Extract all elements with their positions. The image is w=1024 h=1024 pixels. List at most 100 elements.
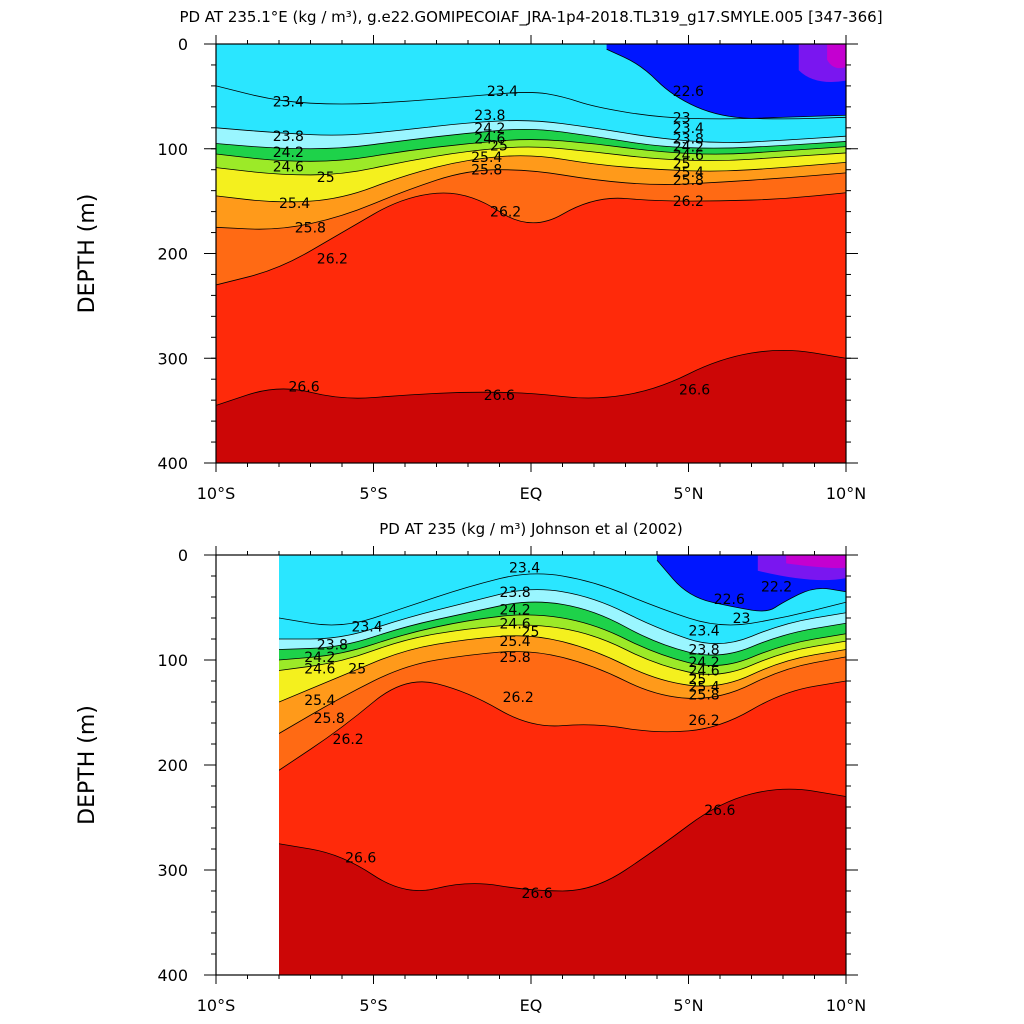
contour-label: 23.8 — [500, 585, 531, 601]
y-tick-label: 200 — [157, 245, 188, 264]
y-tick-label: 100 — [157, 651, 188, 670]
isopycnal-line-22.6 — [606, 48, 846, 120]
y-tick-label: 400 — [157, 454, 188, 473]
isopycnal-line-22.6 — [656, 559, 846, 612]
lightest-water-core — [786, 555, 846, 569]
contour-label: 24.2 — [304, 650, 335, 666]
isopycnal-fill-26.6 — [279, 789, 846, 975]
contour-label: 23.8 — [474, 108, 505, 124]
contour-label: 24.6 — [673, 148, 704, 164]
contour-label: 25.4 — [500, 634, 531, 650]
contour-label: 26.6 — [288, 380, 319, 396]
contour-label: 22.6 — [714, 592, 745, 608]
contour-label: 25.8 — [314, 711, 345, 727]
isopycnal-line-23.4 — [279, 573, 846, 626]
x-tick-label: EQ — [520, 996, 543, 1015]
contour-label: 26.6 — [704, 803, 735, 819]
isopycnal-line-23.8 — [279, 589, 846, 645]
isopycnal-line-24.2 — [279, 601, 846, 656]
contour-label: 26.6 — [345, 850, 376, 866]
isopycnal-line-25 — [216, 146, 846, 176]
isopycnal-line-23.4 — [216, 85, 846, 120]
contour-label: 24.6 — [304, 661, 335, 677]
contour-label: 22.2 — [761, 580, 792, 596]
contour-label: 23.8 — [317, 637, 348, 653]
contour-label: 24.2 — [273, 145, 304, 161]
x-tick-label: 10°N — [826, 484, 866, 503]
contour-label: 23.4 — [351, 619, 382, 635]
x-tick-label: 10°N — [826, 996, 866, 1015]
isopycnal-fill-22.6 — [606, 44, 846, 119]
contour-label: 25 — [317, 170, 335, 186]
contour-label: 25.4 — [279, 196, 310, 212]
contour-label: 26.2 — [689, 713, 720, 729]
contour-label: 24.6 — [500, 616, 531, 632]
y-axis-label: DEPTH (m) — [75, 194, 100, 314]
contour-label: 24.2 — [474, 121, 505, 137]
contour-label: 23.4 — [273, 95, 304, 111]
contour-label: 26.2 — [503, 690, 534, 706]
contour-label: 25.8 — [689, 688, 720, 704]
x-tick-label: 5°N — [673, 996, 703, 1015]
isopycnal-line-25.8 — [279, 651, 846, 734]
x-tick-label: 10°S — [197, 996, 236, 1015]
y-tick-label: 300 — [157, 861, 188, 880]
isopycnal-line-26.6 — [216, 349, 846, 406]
contour-label: 25 — [673, 156, 691, 172]
contour-label: 26.6 — [679, 383, 710, 399]
contour-label: 24.6 — [273, 160, 304, 176]
contour-label: 23.8 — [673, 131, 704, 147]
contour-label: 25.4 — [689, 679, 720, 695]
chart-panel-2: 23.423.824.224.6 2525.425.826.226.623.423… — [75, 520, 866, 1015]
contour-label: 23.4 — [487, 84, 518, 100]
x-tick-label: 5°S — [359, 484, 387, 503]
contour-label: 24.2 — [689, 655, 720, 671]
contour-label: 23 — [733, 611, 751, 627]
contour-label: 26.6 — [484, 388, 515, 404]
x-tick-label: 5°N — [673, 484, 703, 503]
contour-label: 23 — [673, 110, 691, 126]
contour-label: 22.6 — [673, 84, 704, 100]
isopycnal-line-26.2 — [279, 680, 846, 771]
isopycnal-line-23.8 — [216, 120, 846, 143]
contour-fill-area: 23.423.824.224.62525.425.826.226.623.423… — [216, 44, 846, 463]
y-tick-label: 200 — [157, 756, 188, 775]
contour-label: 24.2 — [673, 140, 704, 156]
x-tick-label: EQ — [520, 484, 543, 503]
y-axis-label: DEPTH (m) — [75, 705, 100, 825]
contour-label: 25.8 — [673, 173, 704, 189]
x-tick-label: 5°S — [359, 996, 387, 1015]
chart-title: PD AT 235.1°E (kg / m³), g.e22.GOMIPECOI… — [179, 8, 882, 27]
contour-label: 24.6 — [689, 664, 720, 680]
contour-label: 25 — [490, 139, 508, 155]
contour-label: 23.4 — [689, 624, 720, 640]
contour-label: 23.8 — [273, 129, 304, 145]
y-tick-label: 0 — [178, 35, 188, 54]
isopycnal-line-25.4 — [279, 635, 846, 703]
lightest-water-core — [827, 44, 846, 69]
contour-label: 23.4 — [509, 561, 540, 577]
chart-panel-1: 23.423.824.224.62525.425.826.226.623.423… — [75, 8, 883, 503]
contour-label: 26.2 — [317, 252, 348, 268]
contour-label: 25.8 — [471, 163, 502, 179]
contour-label: 26.2 — [333, 732, 364, 748]
isopycnal-line-25 — [279, 624, 846, 675]
y-tick-label: 400 — [157, 966, 188, 985]
isopycnal-fill-26.6 — [216, 350, 846, 463]
contour-label: 26.6 — [522, 886, 553, 902]
isopycnal-line-24.2 — [216, 129, 846, 150]
contour-label: 26.2 — [673, 194, 704, 210]
isopycnal-line-24.6 — [216, 139, 846, 162]
contour-label: 25.8 — [295, 220, 326, 236]
contour-label: 25.4 — [304, 693, 335, 709]
contour-label: 25.4 — [471, 150, 502, 166]
y-tick-label: 100 — [157, 140, 188, 159]
isopycnal-line-25.8 — [216, 169, 846, 230]
isopycnal-line-26.6 — [279, 788, 846, 892]
isopycnal-line-24.6 — [279, 614, 846, 666]
contour-label: 25 — [689, 672, 707, 688]
x-tick-label: 10°S — [197, 484, 236, 503]
contour-label: 26.2 — [490, 205, 521, 221]
